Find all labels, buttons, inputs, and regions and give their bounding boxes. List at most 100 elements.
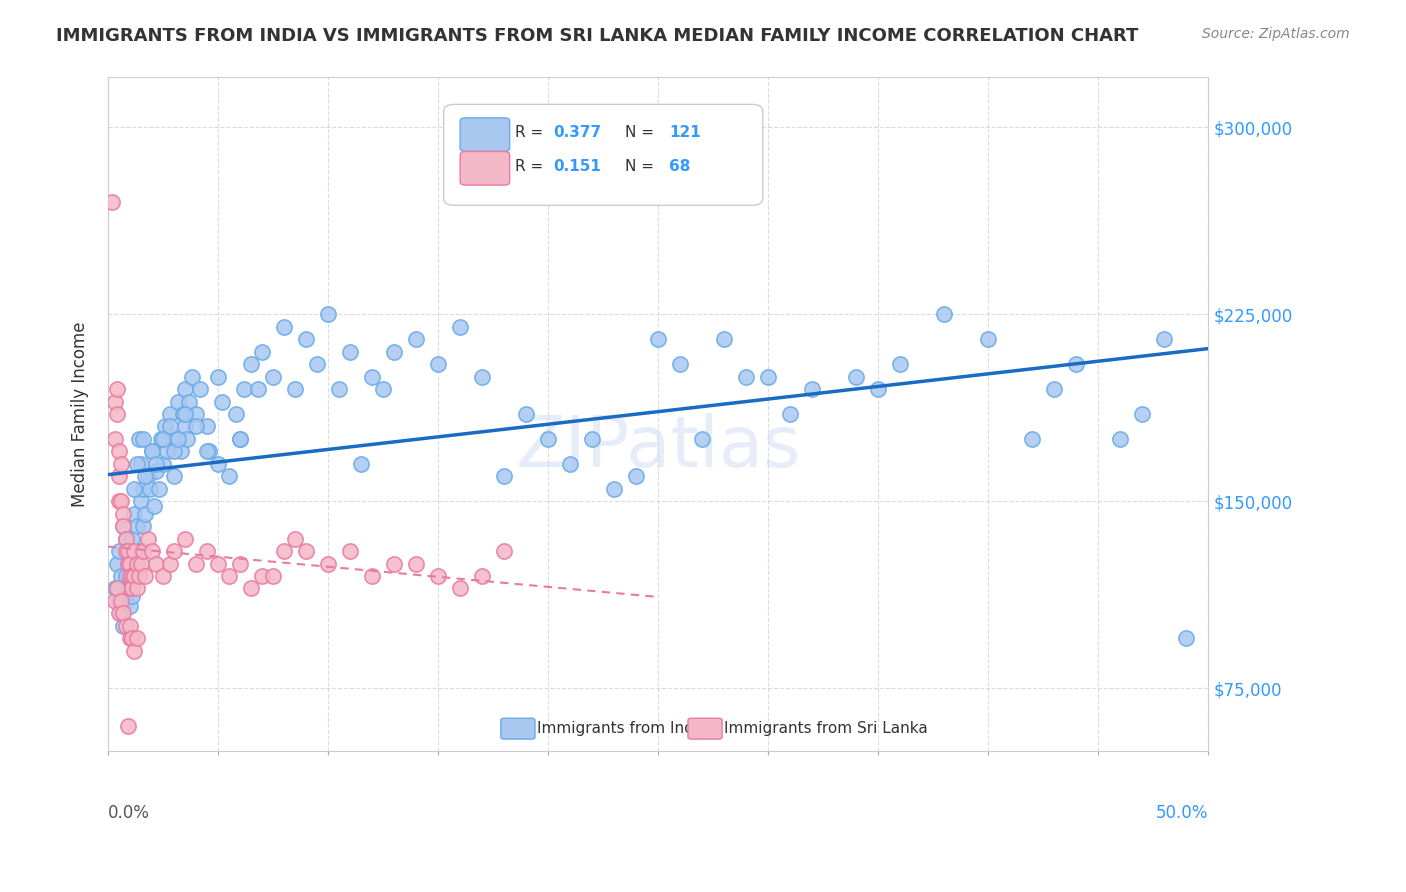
Point <box>152 457 174 471</box>
Point <box>1066 357 1088 371</box>
Point <box>121 589 143 603</box>
Text: ZIPatlas: ZIPatlas <box>516 413 801 483</box>
Point <box>229 432 252 446</box>
Point <box>143 500 166 514</box>
Point <box>159 419 181 434</box>
Point <box>148 482 170 496</box>
Point <box>139 482 162 496</box>
Point <box>125 632 148 646</box>
Point <box>167 432 190 446</box>
Point <box>112 607 135 621</box>
Point <box>125 582 148 596</box>
Point <box>101 195 124 210</box>
FancyBboxPatch shape <box>501 718 534 739</box>
Point <box>233 382 256 396</box>
Point <box>112 519 135 533</box>
Text: 68: 68 <box>669 159 690 174</box>
Point <box>494 544 516 558</box>
Point <box>184 407 207 421</box>
Point <box>669 357 692 371</box>
Point <box>128 569 150 583</box>
Point <box>647 332 669 346</box>
Point <box>105 582 128 596</box>
Point <box>163 444 186 458</box>
Point <box>124 569 146 583</box>
Point <box>405 557 427 571</box>
Point <box>118 599 141 613</box>
Point <box>129 494 152 508</box>
Point <box>108 494 131 508</box>
Point <box>284 382 307 396</box>
Point <box>427 569 450 583</box>
Point <box>124 482 146 496</box>
Text: 0.377: 0.377 <box>554 125 602 140</box>
Point <box>134 569 156 583</box>
Point <box>174 532 197 546</box>
Point <box>218 469 240 483</box>
Point <box>114 569 136 583</box>
Point <box>934 307 956 321</box>
Point <box>273 544 295 558</box>
Point <box>117 557 139 571</box>
Point <box>350 457 373 471</box>
Point <box>868 382 890 396</box>
Point <box>105 382 128 396</box>
Point <box>104 582 127 596</box>
Point <box>339 344 361 359</box>
Point <box>124 644 146 658</box>
FancyBboxPatch shape <box>444 104 763 205</box>
Point <box>128 544 150 558</box>
Point <box>125 519 148 533</box>
Point <box>132 482 155 496</box>
Point <box>112 507 135 521</box>
Point <box>129 557 152 571</box>
Point <box>471 369 494 384</box>
Point <box>218 569 240 583</box>
Point <box>118 557 141 571</box>
Point <box>250 569 273 583</box>
Point <box>112 519 135 533</box>
Point <box>125 557 148 571</box>
Point <box>141 444 163 458</box>
Point <box>240 357 263 371</box>
Point <box>195 419 218 434</box>
Point <box>118 569 141 583</box>
Point <box>176 432 198 446</box>
Point <box>118 549 141 563</box>
Point <box>110 457 132 471</box>
Point <box>626 469 648 483</box>
Point <box>295 544 318 558</box>
Point <box>207 557 229 571</box>
Point <box>537 432 560 446</box>
Point <box>110 569 132 583</box>
Point <box>136 469 159 483</box>
Point <box>889 357 911 371</box>
FancyBboxPatch shape <box>688 718 723 739</box>
Text: 121: 121 <box>669 125 702 140</box>
Text: 0.151: 0.151 <box>554 159 602 174</box>
Point <box>124 507 146 521</box>
Point <box>112 619 135 633</box>
Point <box>114 619 136 633</box>
Point <box>198 444 221 458</box>
Point <box>141 444 163 458</box>
Point <box>1043 382 1066 396</box>
Point <box>104 594 127 608</box>
Point <box>174 407 197 421</box>
Point <box>155 419 177 434</box>
Point <box>316 307 339 321</box>
Point <box>110 494 132 508</box>
Point <box>152 432 174 446</box>
Point <box>145 464 167 478</box>
Point <box>180 369 202 384</box>
Point <box>121 569 143 583</box>
Point <box>149 432 172 446</box>
Point <box>124 544 146 558</box>
Point <box>145 457 167 471</box>
Point <box>114 532 136 546</box>
Text: N =: N = <box>626 159 659 174</box>
FancyBboxPatch shape <box>460 152 509 186</box>
Point <box>159 557 181 571</box>
Point <box>141 544 163 558</box>
Point <box>1175 632 1198 646</box>
